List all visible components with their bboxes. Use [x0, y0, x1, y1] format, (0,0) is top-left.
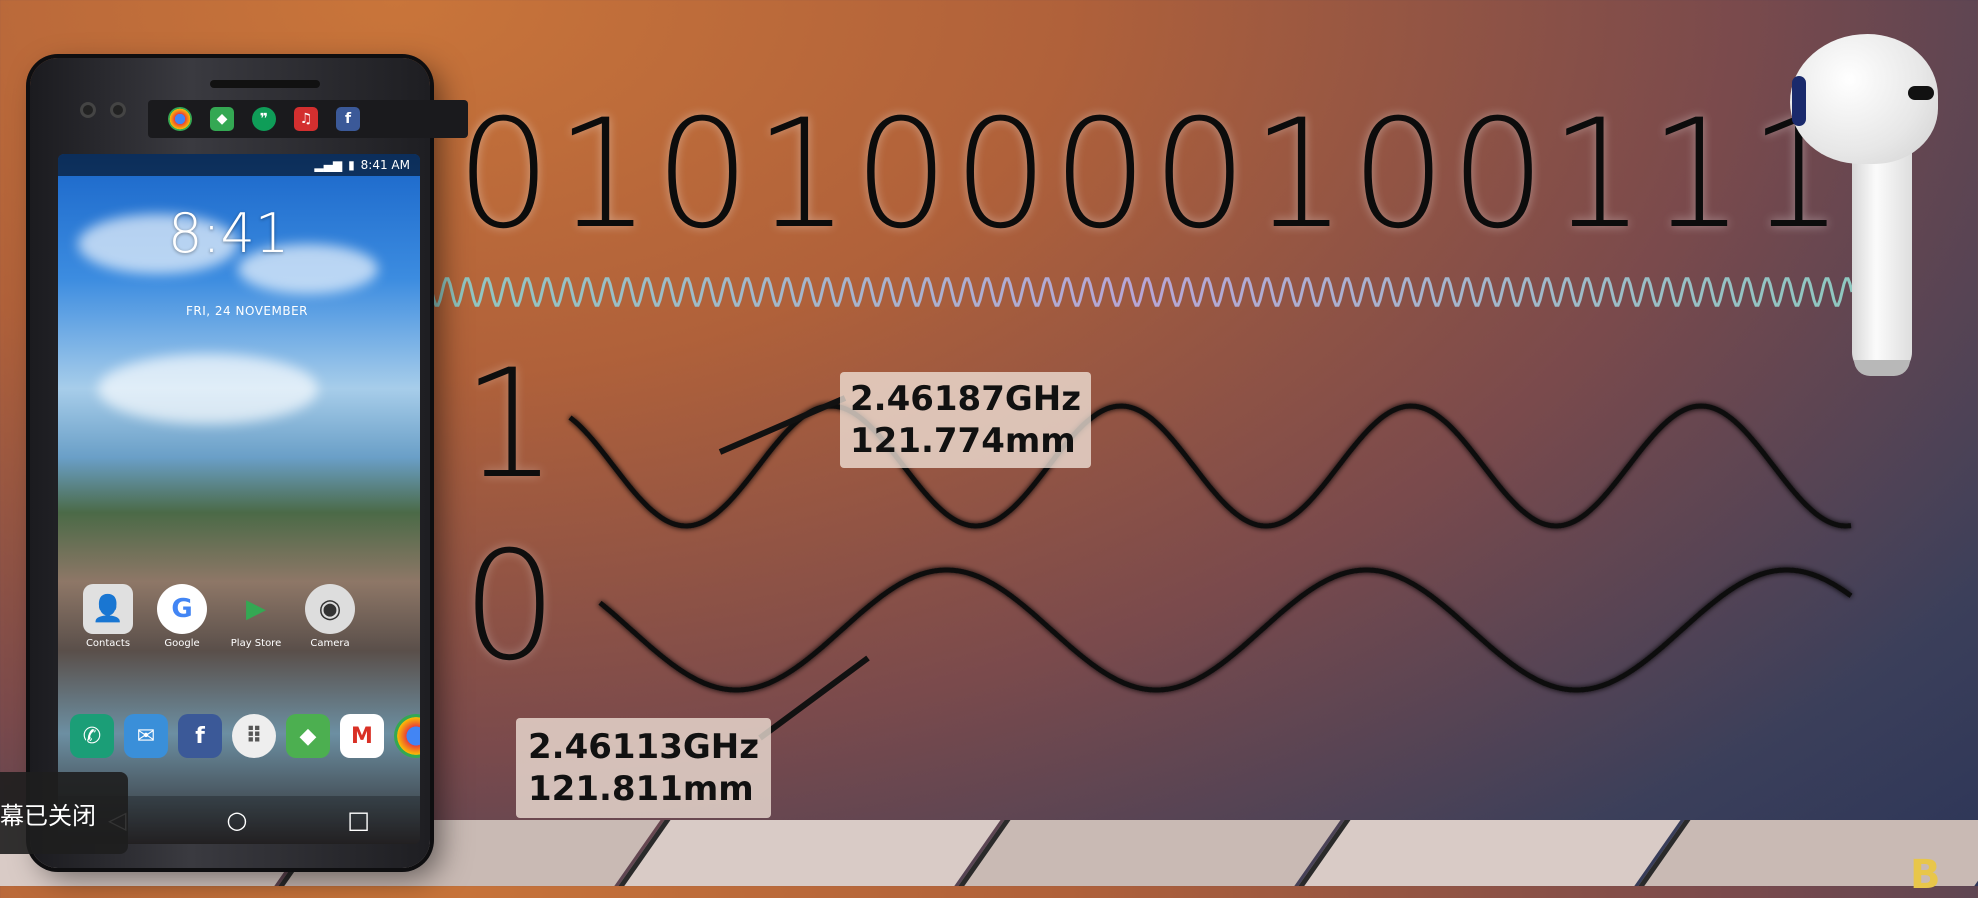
- freq-one-wavelength: 121.774mm: [850, 421, 1076, 461]
- earbud-speaker: [1792, 76, 1806, 126]
- phone-screen: ▂▄▆ ▮ 8:41 AM 8:41 FRI, 24 NOVEMBER 👤 Co…: [58, 154, 420, 844]
- facebook-icon[interactable]: f: [336, 107, 360, 131]
- status-bar: ▂▄▆ ▮ 8:41 AM: [58, 154, 420, 176]
- wave-one: [568, 403, 1852, 529]
- app-label: Play Store: [230, 638, 282, 649]
- freq-box-zero: 2.46113GHz 121.811mm: [516, 718, 772, 818]
- carrier-wave: [430, 277, 1854, 307]
- earbud-tip: [1854, 360, 1910, 376]
- play-store-icon: ▶: [246, 594, 266, 624]
- toast-notification: 幕已关闭: [0, 772, 128, 854]
- front-camera-icon: [110, 102, 126, 118]
- bit-label-zero: 0: [462, 520, 558, 694]
- dock: ✆ ✉ f ⠿ ◆ M: [70, 714, 420, 758]
- second-screen: ◆ ❞ ♫ f: [148, 100, 468, 138]
- app-label: Google: [164, 638, 200, 649]
- battery-icon: ▮: [348, 158, 355, 172]
- smartphone: ◆ ❞ ♫ f ▂▄▆ ▮ 8:41 AM 8:41 FRI, 24 NOVEM…: [30, 58, 468, 868]
- pointer-line-zero: [758, 655, 870, 741]
- maps-icon[interactable]: ◆: [210, 107, 234, 131]
- maps-icon[interactable]: ◆: [286, 714, 330, 758]
- app-drawer-icon[interactable]: ⠿: [232, 714, 276, 758]
- app-google[interactable]: G Google: [154, 584, 210, 649]
- earbud-grill: [1908, 86, 1934, 100]
- front-camera-icon: [80, 102, 96, 118]
- earbud-stem: [1852, 140, 1912, 376]
- gmail-icon[interactable]: M: [340, 714, 384, 758]
- app-play-store[interactable]: ▶ Play Store: [228, 584, 284, 649]
- freq-box-one: 2.46187GHz 121.774mm: [840, 372, 1092, 468]
- lockscreen-clock: 8:41: [168, 202, 290, 265]
- chrome-icon[interactable]: [168, 107, 192, 131]
- home-apps: 👤 Contacts G Google ▶ Play Store ◉ Camer…: [80, 584, 358, 649]
- messages-icon[interactable]: ✉: [124, 714, 168, 758]
- hangouts-icon[interactable]: ❞: [252, 107, 276, 131]
- google-icon: G: [157, 584, 207, 634]
- bit-label-one: 1: [462, 338, 558, 512]
- app-camera[interactable]: ◉ Camera: [302, 584, 358, 649]
- app-contacts[interactable]: 👤 Contacts: [80, 584, 136, 649]
- camera-icon: ◉: [305, 584, 355, 634]
- freq-zero-frequency: 2.46113GHz: [528, 727, 760, 767]
- pointer-line-one: [718, 395, 847, 455]
- status-time: 8:41 AM: [360, 158, 410, 172]
- binary-string: 010100001001110: [456, 100, 1856, 250]
- recents-icon[interactable]: □: [347, 806, 370, 834]
- lockscreen-date: FRI, 24 NOVEMBER: [186, 304, 308, 318]
- corner-letter: B: [1910, 852, 1941, 898]
- app-label: Camera: [310, 638, 350, 649]
- contacts-icon: 👤: [83, 584, 133, 634]
- toast-text: 幕已关闭: [0, 801, 96, 830]
- chrome-icon[interactable]: [394, 714, 420, 758]
- music-icon[interactable]: ♫: [294, 107, 318, 131]
- earpiece: [210, 80, 320, 88]
- phone-icon[interactable]: ✆: [70, 714, 114, 758]
- wave-zero: [598, 567, 1853, 693]
- app-label: Contacts: [85, 638, 131, 649]
- home-icon[interactable]: ○: [226, 806, 248, 834]
- freq-zero-wavelength: 121.811mm: [528, 769, 754, 809]
- facebook-icon[interactable]: f: [178, 714, 222, 758]
- signal-icon: ▂▄▆: [314, 158, 343, 172]
- freq-one-frequency: 2.46187GHz: [850, 379, 1082, 419]
